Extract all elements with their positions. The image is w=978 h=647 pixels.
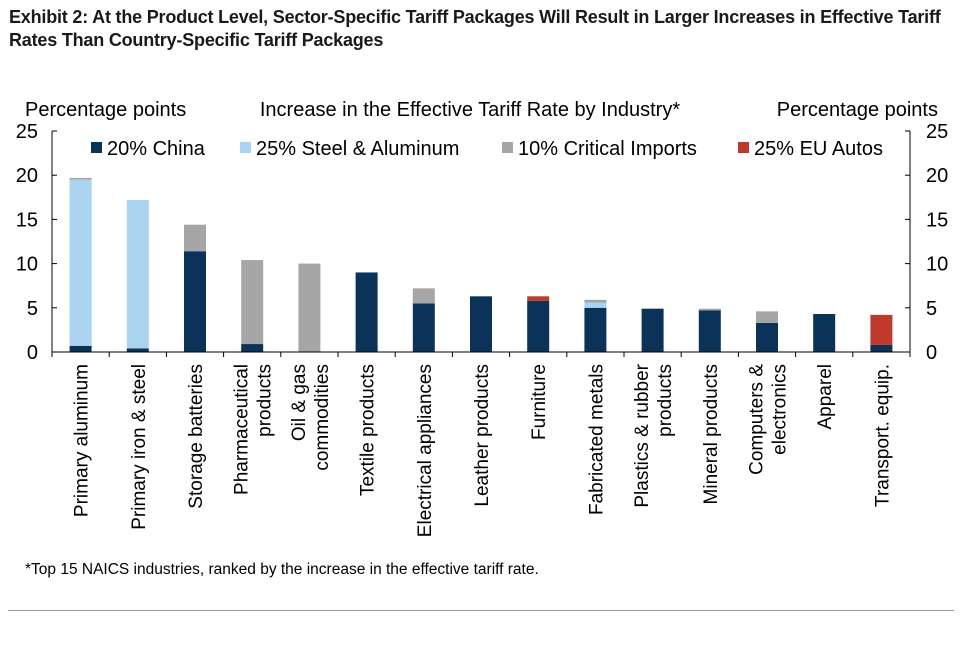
- x-category-label-line: Electrical appliances: [415, 364, 436, 537]
- bar-segment-china: [870, 344, 893, 352]
- left-tick-label: 15: [16, 209, 38, 231]
- right-axis-unit-label: Percentage points: [777, 99, 938, 121]
- bar-segment-critical: [241, 260, 264, 345]
- chart-legend: 20% China 25% Steel & Aluminum 10% Critica…: [91, 138, 883, 160]
- left-tick-label: 25: [16, 121, 38, 143]
- x-category-label-line: Primary iron & steel: [129, 364, 150, 530]
- x-category-label: Electrical appliances: [415, 364, 436, 537]
- x-category-label-line: products: [655, 364, 676, 437]
- right-tick-label: 0: [926, 342, 937, 364]
- x-category-label-line: Pharmaceutical: [232, 364, 253, 495]
- bar-segment-eu-autos: [870, 314, 893, 345]
- left-tick-label: 0: [27, 342, 38, 364]
- x-category-label-line: Mineral products: [701, 364, 722, 504]
- right-tick-label: 10: [926, 254, 948, 276]
- bar-segment-china: [412, 303, 435, 352]
- x-category-label: Storage batteries: [186, 364, 207, 509]
- x-category-label: Fabricated metals: [586, 364, 607, 515]
- bar-segment-china: [69, 345, 92, 352]
- x-category-label-line: Fabricated metals: [586, 364, 607, 515]
- x-category-label-line: Plastics & rubber: [632, 363, 653, 507]
- x-category-label-line: Storage batteries: [186, 364, 207, 509]
- x-category-label-line: Apparel: [815, 364, 836, 430]
- bar-segment-critical: [756, 311, 778, 323]
- x-category-label: Mineral products: [701, 364, 722, 504]
- x-category-label-line: Computers &: [747, 364, 768, 475]
- left-axis-unit-label: Percentage points: [25, 99, 186, 121]
- x-category-label: Transport. equip.: [872, 364, 893, 507]
- exhibit-title: Exhibit 2: At the Product Level, Sector-…: [9, 7, 941, 50]
- x-category-label: Plastics & rubber products: [632, 363, 676, 507]
- bar-segment-china: [698, 310, 721, 352]
- x-category-label: Leather products: [472, 364, 493, 507]
- chart-footnote: *Top 15 NAICS industries, ranked by the …: [25, 561, 539, 578]
- bar-segment-critical: [69, 177, 92, 180]
- x-category-label-line: Oil & gas: [289, 364, 310, 441]
- legend-swatch-steel: [240, 142, 251, 153]
- bar-segment-eu-autos: [527, 296, 550, 301]
- x-category-label-line: products: [255, 364, 276, 437]
- bar-segment-critical: [698, 308, 721, 311]
- bar-segment-china: [584, 307, 607, 352]
- bar-segment-critical: [298, 263, 321, 352]
- legend-swatch-critical: [502, 142, 513, 153]
- bar-segment-china: [756, 322, 778, 352]
- x-category-label-line: Transport. equip.: [872, 364, 893, 507]
- bar-segment-critical: [412, 288, 435, 304]
- legend-swatch-eu-autos: [738, 142, 749, 153]
- right-tick-label: 5: [926, 298, 937, 320]
- legend-label: 10% Critical Imports: [518, 138, 697, 160]
- chart-title: Increase in the Effective Tariff Rate by…: [260, 99, 680, 121]
- bar-segment-china: [641, 308, 664, 352]
- legend-item: 20% China: [91, 138, 206, 160]
- legend-label: 25% Steel & Aluminum: [256, 138, 459, 160]
- bar-segment-critical: [184, 224, 206, 252]
- x-category-label: Pharmaceutical products: [232, 364, 276, 495]
- left-tick-label: 5: [27, 298, 38, 320]
- right-tick-label: 20: [926, 165, 948, 187]
- x-axis: [51, 351, 911, 357]
- bar-segment-china: [241, 344, 264, 352]
- x-category-label-line: Furniture: [529, 364, 550, 440]
- right-tick-label: 25: [926, 121, 948, 143]
- legend-item: 10% Critical Imports: [502, 138, 697, 160]
- bar-segment-china: [355, 272, 378, 352]
- x-axis-category-labels: Primary aluminum Primary iron & steel Stor…: [72, 363, 894, 537]
- left-y-axis: 0 5 10 15 20 25: [16, 121, 57, 364]
- x-category-label: Primary aluminum: [72, 364, 93, 517]
- x-category-label: Textile products: [358, 364, 379, 496]
- bar-segment-critical: [584, 299, 607, 303]
- legend-swatch-china: [91, 142, 102, 153]
- bottom-divider: [8, 610, 954, 611]
- x-category-label-line: Primary aluminum: [72, 364, 93, 517]
- right-y-axis: 0 5 10 15 20 25: [905, 121, 948, 364]
- bar-segment-china: [470, 296, 492, 352]
- legend-item: 25% Steel & Aluminum: [240, 138, 459, 160]
- right-tick-label: 15: [926, 209, 948, 231]
- x-category-label-line: Leather products: [472, 364, 493, 507]
- bar-segment-steel: [584, 302, 607, 308]
- x-category-label: Computers & electronics: [747, 364, 791, 475]
- x-category-label: Oil & gas commodities: [289, 364, 333, 471]
- bars-layer: [69, 177, 893, 352]
- bar-segment-steel: [69, 179, 92, 346]
- bar-segment-china: [126, 348, 149, 352]
- x-category-label-line: Textile products: [358, 364, 379, 496]
- x-category-label-line: commodities: [312, 364, 333, 471]
- x-category-label: Primary iron & steel: [129, 364, 150, 530]
- bar-segment-steel: [126, 199, 149, 349]
- legend-label: 20% China: [107, 138, 206, 160]
- x-category-label: Furniture: [529, 364, 550, 440]
- legend-label: 25% EU Autos: [754, 138, 883, 160]
- bar-segment-china: [527, 300, 550, 352]
- x-category-label: Apparel: [815, 364, 836, 430]
- bar-segment-china: [813, 313, 836, 352]
- bar-segment-china: [184, 251, 206, 352]
- left-tick-label: 20: [16, 165, 38, 187]
- legend-item: 25% EU Autos: [738, 138, 883, 160]
- left-tick-label: 10: [16, 254, 38, 276]
- x-category-label-line: electronics: [770, 364, 791, 455]
